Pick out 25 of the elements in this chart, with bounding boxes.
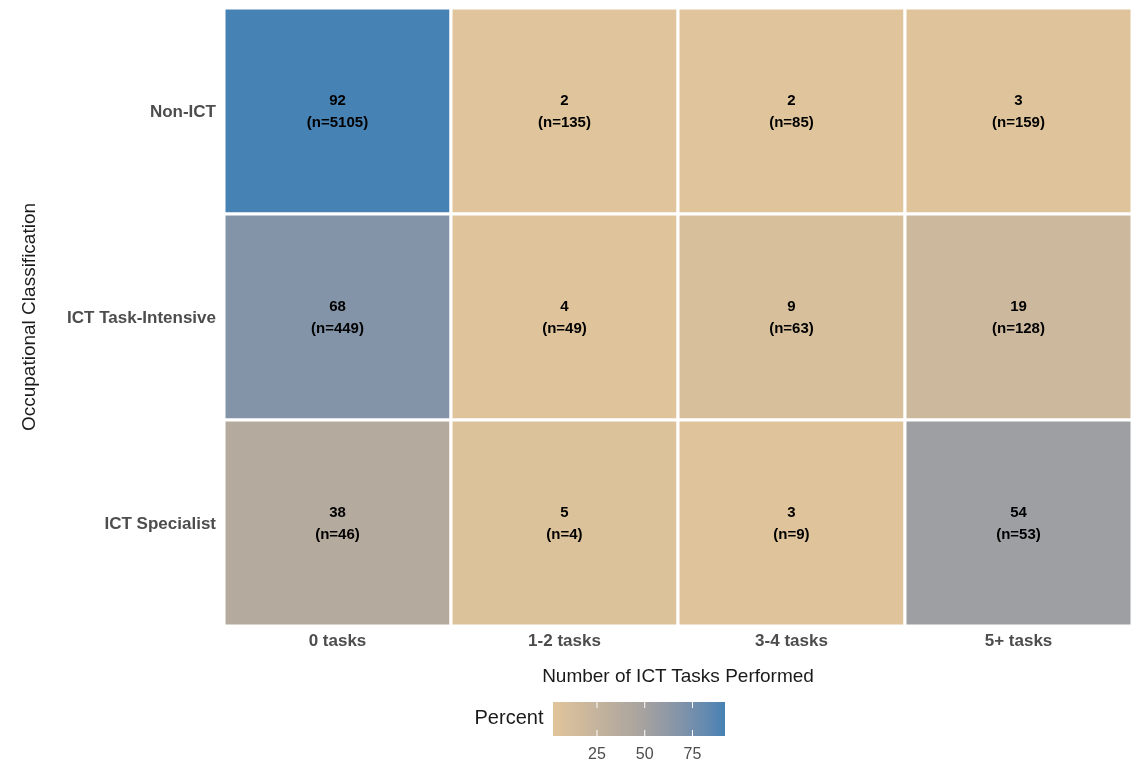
x-tick-label: 3-4 tasks xyxy=(755,631,828,651)
color-bar-label: 25 xyxy=(588,745,607,762)
data-label: 2 (n=135) xyxy=(538,91,591,130)
data-label: 4 (n=49) xyxy=(542,297,587,336)
legend-title: Percent xyxy=(474,706,544,729)
color-bar-label: 50 xyxy=(636,745,655,762)
y-tick-label: ICT Specialist xyxy=(104,514,217,534)
data-label: 92 (n=5105) xyxy=(306,91,369,130)
data-label: 3 (n=9) xyxy=(773,503,810,542)
x-axis-title: Number of ICT Tasks Performed xyxy=(542,665,814,686)
data-label: 38 (n=46) xyxy=(315,503,360,542)
data-label: 9 (n=63) xyxy=(769,297,814,336)
data-label: 68 (n=449) xyxy=(311,297,364,336)
data-label: 5 (n=4) xyxy=(546,503,583,542)
color-bar-label: 75 xyxy=(684,745,702,762)
data-label: 54 (n=53) xyxy=(996,503,1041,542)
x-tick-label: 5+ tasks xyxy=(984,631,1053,651)
x-tick-label: 0 tasks xyxy=(308,631,367,651)
x-tick-label: 1-2 tasks xyxy=(528,631,601,651)
y-tick-label: ICT Task-Intensive xyxy=(67,308,216,328)
data-label: 3 (n=159) xyxy=(992,91,1045,130)
data-label: 2 (n=85) xyxy=(769,91,814,130)
data-label: 19 (n=128) xyxy=(992,297,1045,336)
y-axis-title: Occupational Classification xyxy=(17,202,39,432)
y-tick-label: Non-ICT xyxy=(149,102,217,122)
